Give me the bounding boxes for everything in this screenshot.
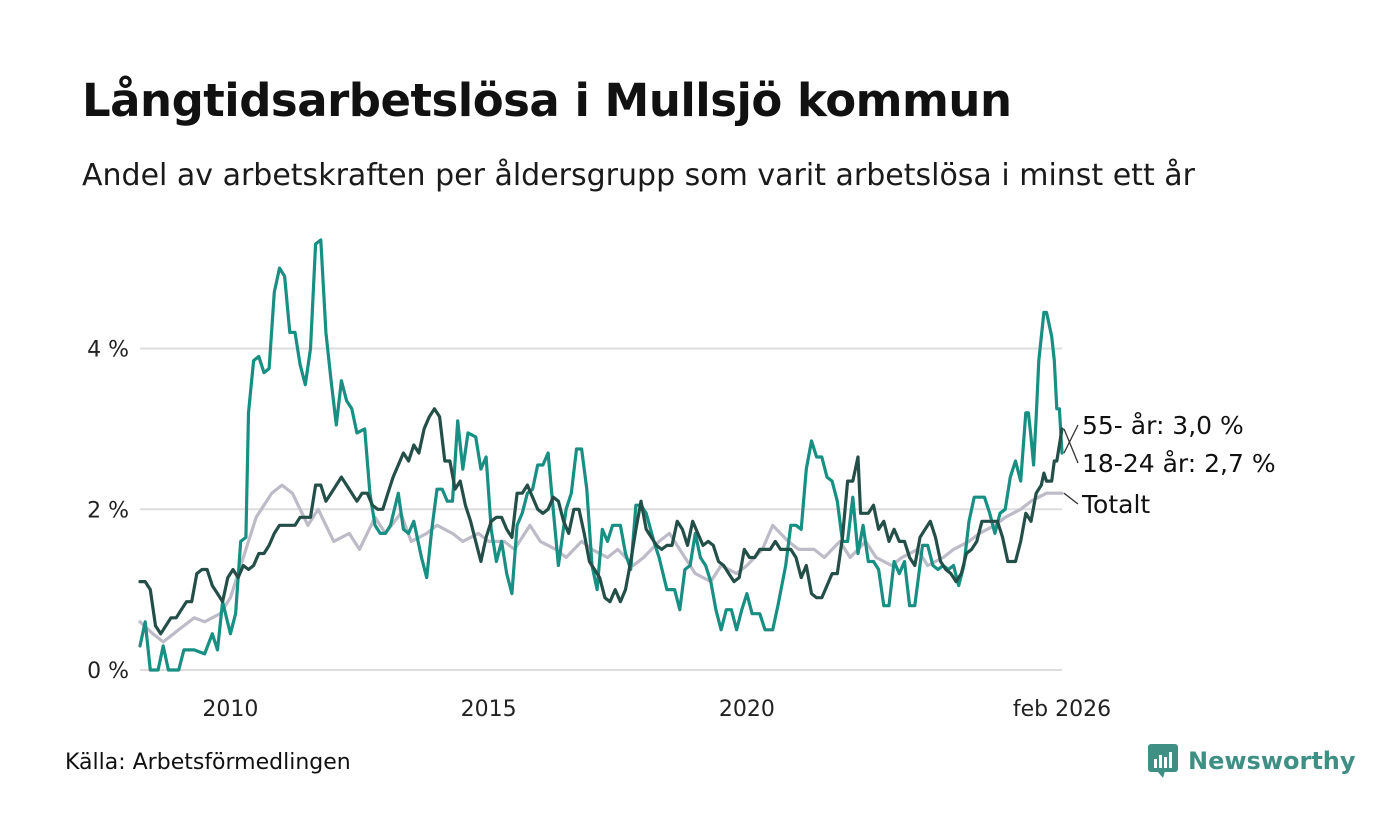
source-note: Källa: Arbetsförmedlingen [65, 750, 351, 775]
newsworthy-icon [1148, 744, 1178, 778]
chart-subtitle: Andel av arbetskraften per åldersgrupp s… [82, 158, 1195, 193]
x-tick-label: 2015 [461, 697, 517, 722]
x-tick-label: 2020 [719, 697, 775, 722]
brand-logo[interactable]: Newsworthy [1148, 744, 1356, 778]
x-tick-label: feb 2026 [1013, 697, 1111, 722]
gridlines [140, 347, 1062, 671]
y-axis: 0 % 2 % 4 % [87, 338, 129, 684]
chart-title: Långtidsarbetslösa i Mullsjö kommun [82, 74, 1012, 127]
leader-line-s1824 [1063, 428, 1079, 464]
y-tick-label: 2 % [87, 498, 129, 523]
x-tick-label: 2010 [202, 697, 258, 722]
series-line-s5564 [138, 238, 1064, 672]
end-label-s5564: 55- år: 3,0 % [1082, 411, 1244, 440]
end-label-total: Totalt [1081, 490, 1150, 519]
x-axis: 2010 2015 2020 feb 2026 [202, 697, 1111, 722]
leader-line-s5564 [1063, 424, 1079, 454]
series-lines [138, 238, 1064, 672]
end-label-s1824: 18-24 år: 2,7 % [1082, 449, 1276, 478]
end-labels: Totalt 55- år: 3,0 % 18-24 år: 2,7 % [1063, 411, 1276, 519]
y-tick-label: 4 % [87, 338, 129, 363]
leader-line-total [1063, 492, 1079, 505]
brand-name: Newsworthy [1188, 747, 1356, 775]
series-line-s1824 [138, 407, 1064, 636]
y-tick-label: 0 % [87, 659, 129, 684]
